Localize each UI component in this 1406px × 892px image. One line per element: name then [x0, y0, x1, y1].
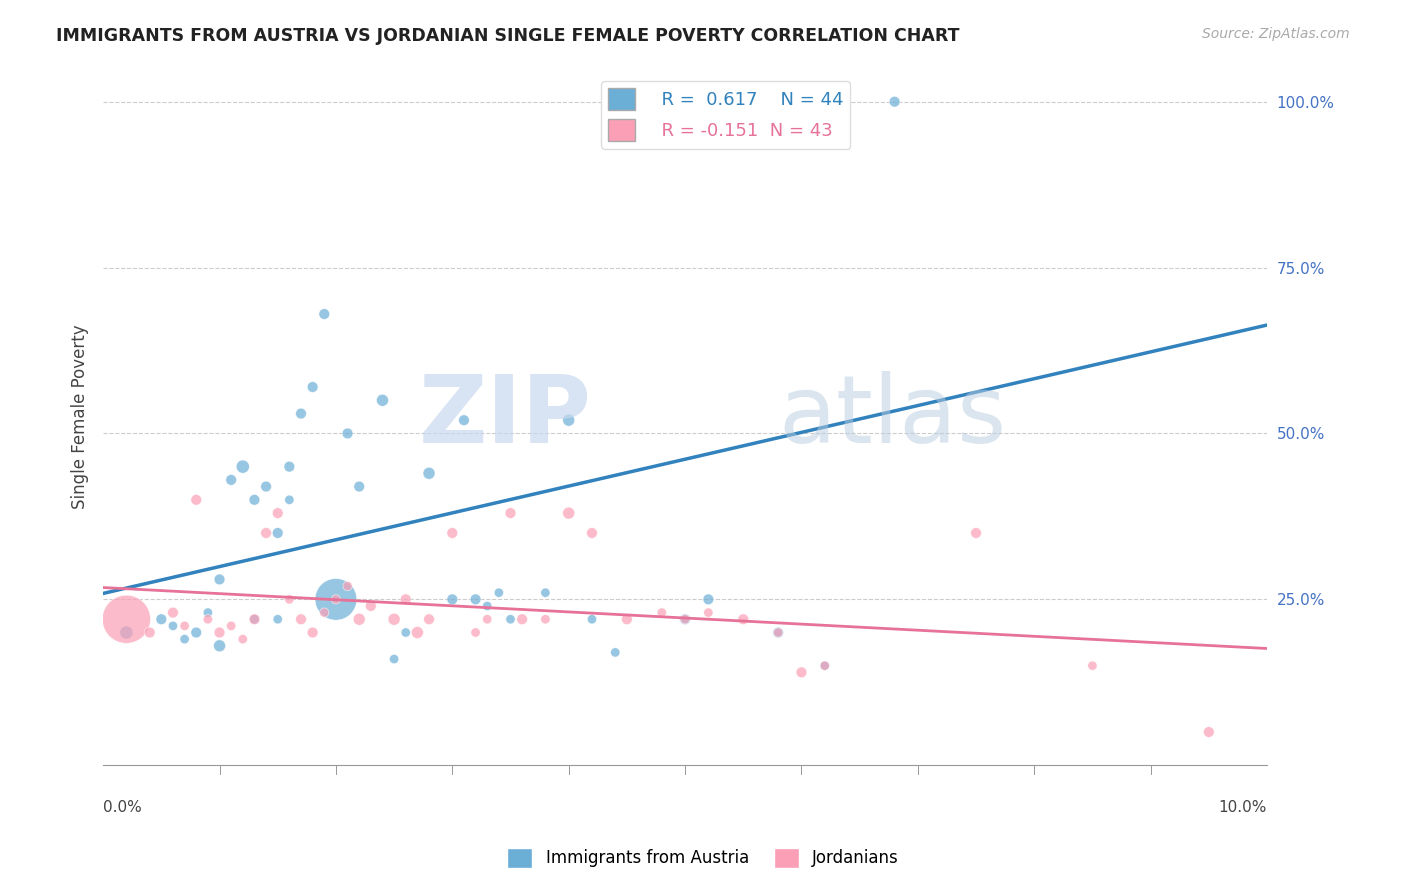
Point — [1198, 725, 1220, 739]
Point — [301, 380, 323, 394]
Point — [406, 625, 429, 640]
Point — [418, 612, 440, 626]
Point — [534, 612, 557, 626]
Point — [197, 612, 219, 626]
Legend:   R =  0.617    N = 44,   R = -0.151  N = 43: R = 0.617 N = 44, R = -0.151 N = 43 — [600, 81, 851, 149]
Text: 0.0%: 0.0% — [103, 800, 142, 815]
Point — [499, 612, 522, 626]
Point — [115, 612, 138, 626]
Point — [162, 619, 184, 633]
Point — [766, 625, 789, 640]
Point — [814, 658, 837, 673]
Point — [336, 579, 359, 593]
Point — [733, 612, 755, 626]
Point — [616, 612, 638, 626]
Point — [150, 612, 173, 626]
Text: ZIP: ZIP — [419, 371, 592, 463]
Point — [557, 506, 579, 520]
Point — [267, 506, 290, 520]
Point — [510, 612, 533, 626]
Point — [488, 585, 510, 599]
Point — [347, 479, 370, 493]
Point — [301, 625, 323, 640]
Point — [418, 467, 440, 481]
Point — [219, 619, 242, 633]
Point — [278, 592, 301, 607]
Point — [267, 526, 290, 541]
Point — [766, 625, 789, 640]
Point — [697, 606, 720, 620]
Point — [581, 612, 603, 626]
Point — [605, 645, 627, 659]
Point — [477, 599, 499, 613]
Point — [790, 665, 813, 680]
Point — [290, 612, 312, 626]
Point — [441, 526, 464, 541]
Point — [267, 612, 290, 626]
Point — [1081, 658, 1104, 673]
Point — [186, 625, 208, 640]
Point — [243, 612, 266, 626]
Point — [697, 592, 720, 607]
Point — [499, 506, 522, 520]
Point — [197, 606, 219, 620]
Point — [232, 459, 254, 474]
Point — [673, 612, 696, 626]
Point — [278, 492, 301, 507]
Point — [883, 95, 905, 109]
Point — [290, 407, 312, 421]
Point — [219, 473, 242, 487]
Point — [162, 606, 184, 620]
Point — [382, 612, 405, 626]
Point — [360, 599, 382, 613]
Point — [733, 95, 755, 109]
Point — [347, 612, 370, 626]
Point — [173, 619, 195, 633]
Point — [395, 592, 418, 607]
Point — [325, 592, 347, 607]
Point — [115, 625, 138, 640]
Point — [371, 393, 394, 408]
Point — [453, 413, 475, 427]
Y-axis label: Single Female Poverty: Single Female Poverty — [72, 325, 89, 509]
Point — [208, 625, 231, 640]
Point — [208, 573, 231, 587]
Point — [254, 526, 277, 541]
Point — [395, 625, 418, 640]
Point — [441, 592, 464, 607]
Point — [314, 606, 336, 620]
Point — [709, 95, 731, 109]
Point — [651, 606, 673, 620]
Point — [557, 413, 579, 427]
Point — [243, 612, 266, 626]
Point — [186, 492, 208, 507]
Point — [814, 658, 837, 673]
Point — [278, 459, 301, 474]
Point — [477, 612, 499, 626]
Point — [965, 526, 987, 541]
Point — [254, 479, 277, 493]
Point — [464, 625, 486, 640]
Point — [138, 625, 160, 640]
Point — [314, 307, 336, 321]
Text: IMMIGRANTS FROM AUSTRIA VS JORDANIAN SINGLE FEMALE POVERTY CORRELATION CHART: IMMIGRANTS FROM AUSTRIA VS JORDANIAN SIN… — [56, 27, 960, 45]
Point — [534, 585, 557, 599]
Point — [336, 426, 359, 441]
Point — [208, 639, 231, 653]
Text: 10.0%: 10.0% — [1219, 800, 1267, 815]
Point — [673, 612, 696, 626]
Point — [325, 592, 347, 607]
Legend: Immigrants from Austria, Jordanians: Immigrants from Austria, Jordanians — [501, 841, 905, 875]
Point — [173, 632, 195, 647]
Point — [382, 652, 405, 666]
Point — [581, 526, 603, 541]
Point — [243, 492, 266, 507]
Point — [464, 592, 486, 607]
Text: atlas: atlas — [778, 371, 1007, 463]
Point — [232, 632, 254, 647]
Text: Source: ZipAtlas.com: Source: ZipAtlas.com — [1202, 27, 1350, 41]
